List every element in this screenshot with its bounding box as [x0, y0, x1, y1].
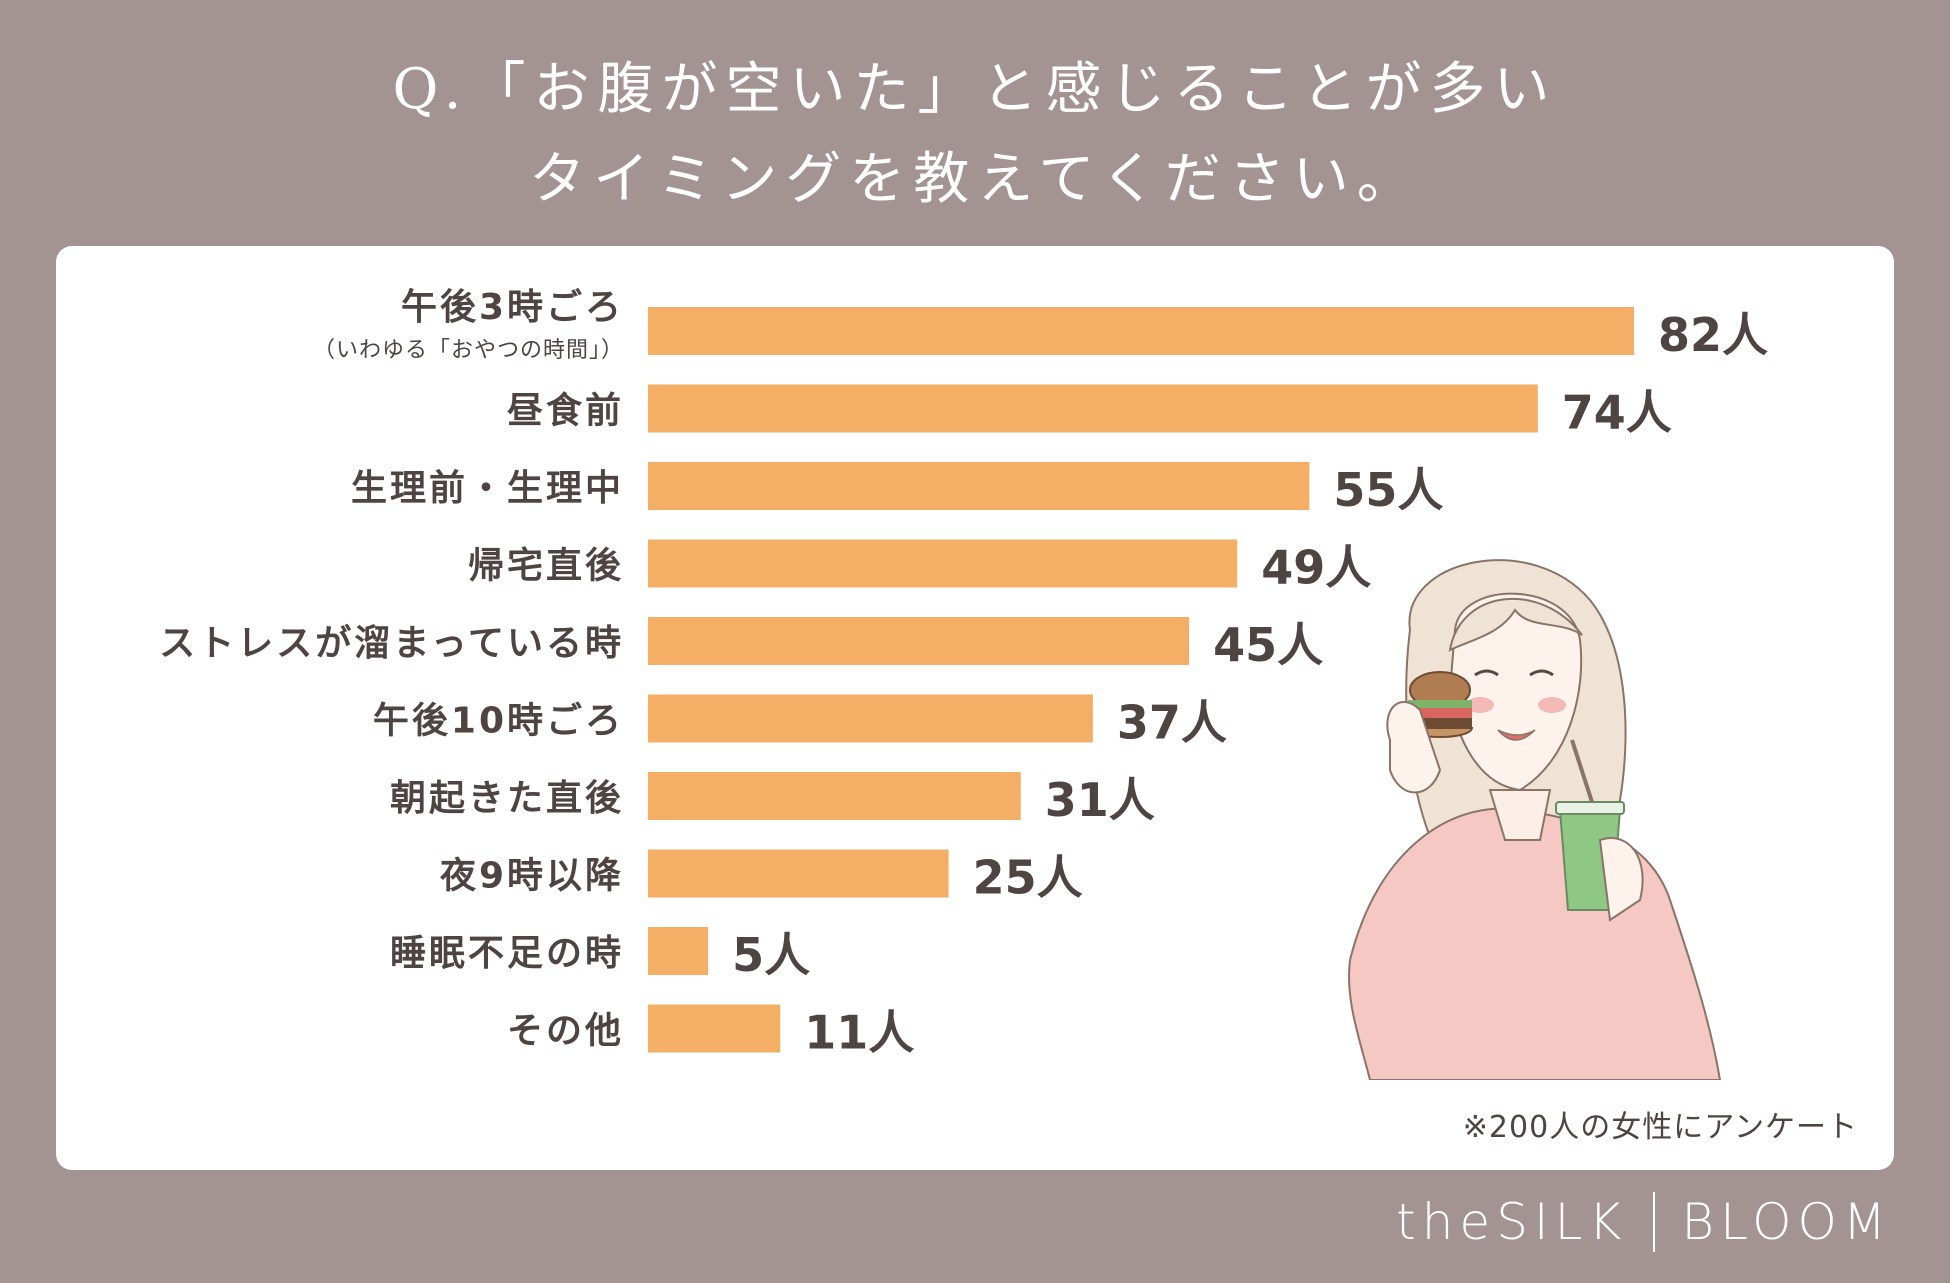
- woman-eating-illustration: [1348, 559, 1722, 1080]
- bar-8: [648, 927, 709, 975]
- brand-separator: [1653, 1192, 1656, 1252]
- brand-right: BLOOM: [1681, 1193, 1892, 1251]
- value-label-4: 45人: [1213, 618, 1323, 672]
- category-label-7: 夜9時以降: [439, 856, 624, 897]
- brand-left: theSILK: [1396, 1193, 1628, 1251]
- value-label-2: 55人: [1333, 463, 1443, 517]
- value-label-5: 37人: [1117, 696, 1227, 750]
- bar-4: [648, 617, 1190, 665]
- value-label-1: 74人: [1562, 386, 1672, 440]
- bar-0: [648, 307, 1634, 355]
- bar-3: [648, 539, 1238, 588]
- survey-note: ※200人の女性にアンケート: [1462, 1110, 1858, 1145]
- title-line-1: Q.「お腹が空いた」と感じることが多い: [392, 57, 1558, 122]
- category-label-3: 帰宅直後: [468, 545, 624, 587]
- category-label-9: その他: [507, 1011, 624, 1052]
- category-label-1: 昼食前: [507, 391, 624, 432]
- bar-1: [648, 384, 1538, 433]
- value-label-0: 82人: [1658, 308, 1768, 362]
- category-label-0: 午後3時ごろ: [401, 287, 624, 328]
- value-label-7: 25人: [973, 851, 1083, 905]
- value-label-8: 5人: [732, 928, 810, 982]
- value-label-3: 49人: [1261, 541, 1371, 595]
- bar-5: [648, 694, 1093, 743]
- bar-2: [648, 462, 1310, 510]
- title-line-2: タイミングを教えてください。: [529, 147, 1421, 212]
- category-label-5: 午後10時ごろ: [373, 701, 624, 742]
- category-label-8: 睡眠不足の時: [390, 933, 624, 974]
- value-label-6: 31人: [1045, 773, 1155, 827]
- brand-logo: theSILK BLOOM: [1396, 1192, 1892, 1252]
- bar-7: [648, 849, 949, 898]
- bar-6: [648, 772, 1021, 820]
- category-label-2: 生理前・生理中: [351, 468, 624, 509]
- category-label-6: 朝起きた直後: [390, 778, 624, 819]
- bar-9: [648, 1004, 781, 1053]
- value-label-9: 11人: [804, 1006, 914, 1060]
- category-label-4: ストレスが溜まっている時: [159, 623, 624, 664]
- category-note-0: （いわゆる「おやつの時間」）: [313, 338, 624, 363]
